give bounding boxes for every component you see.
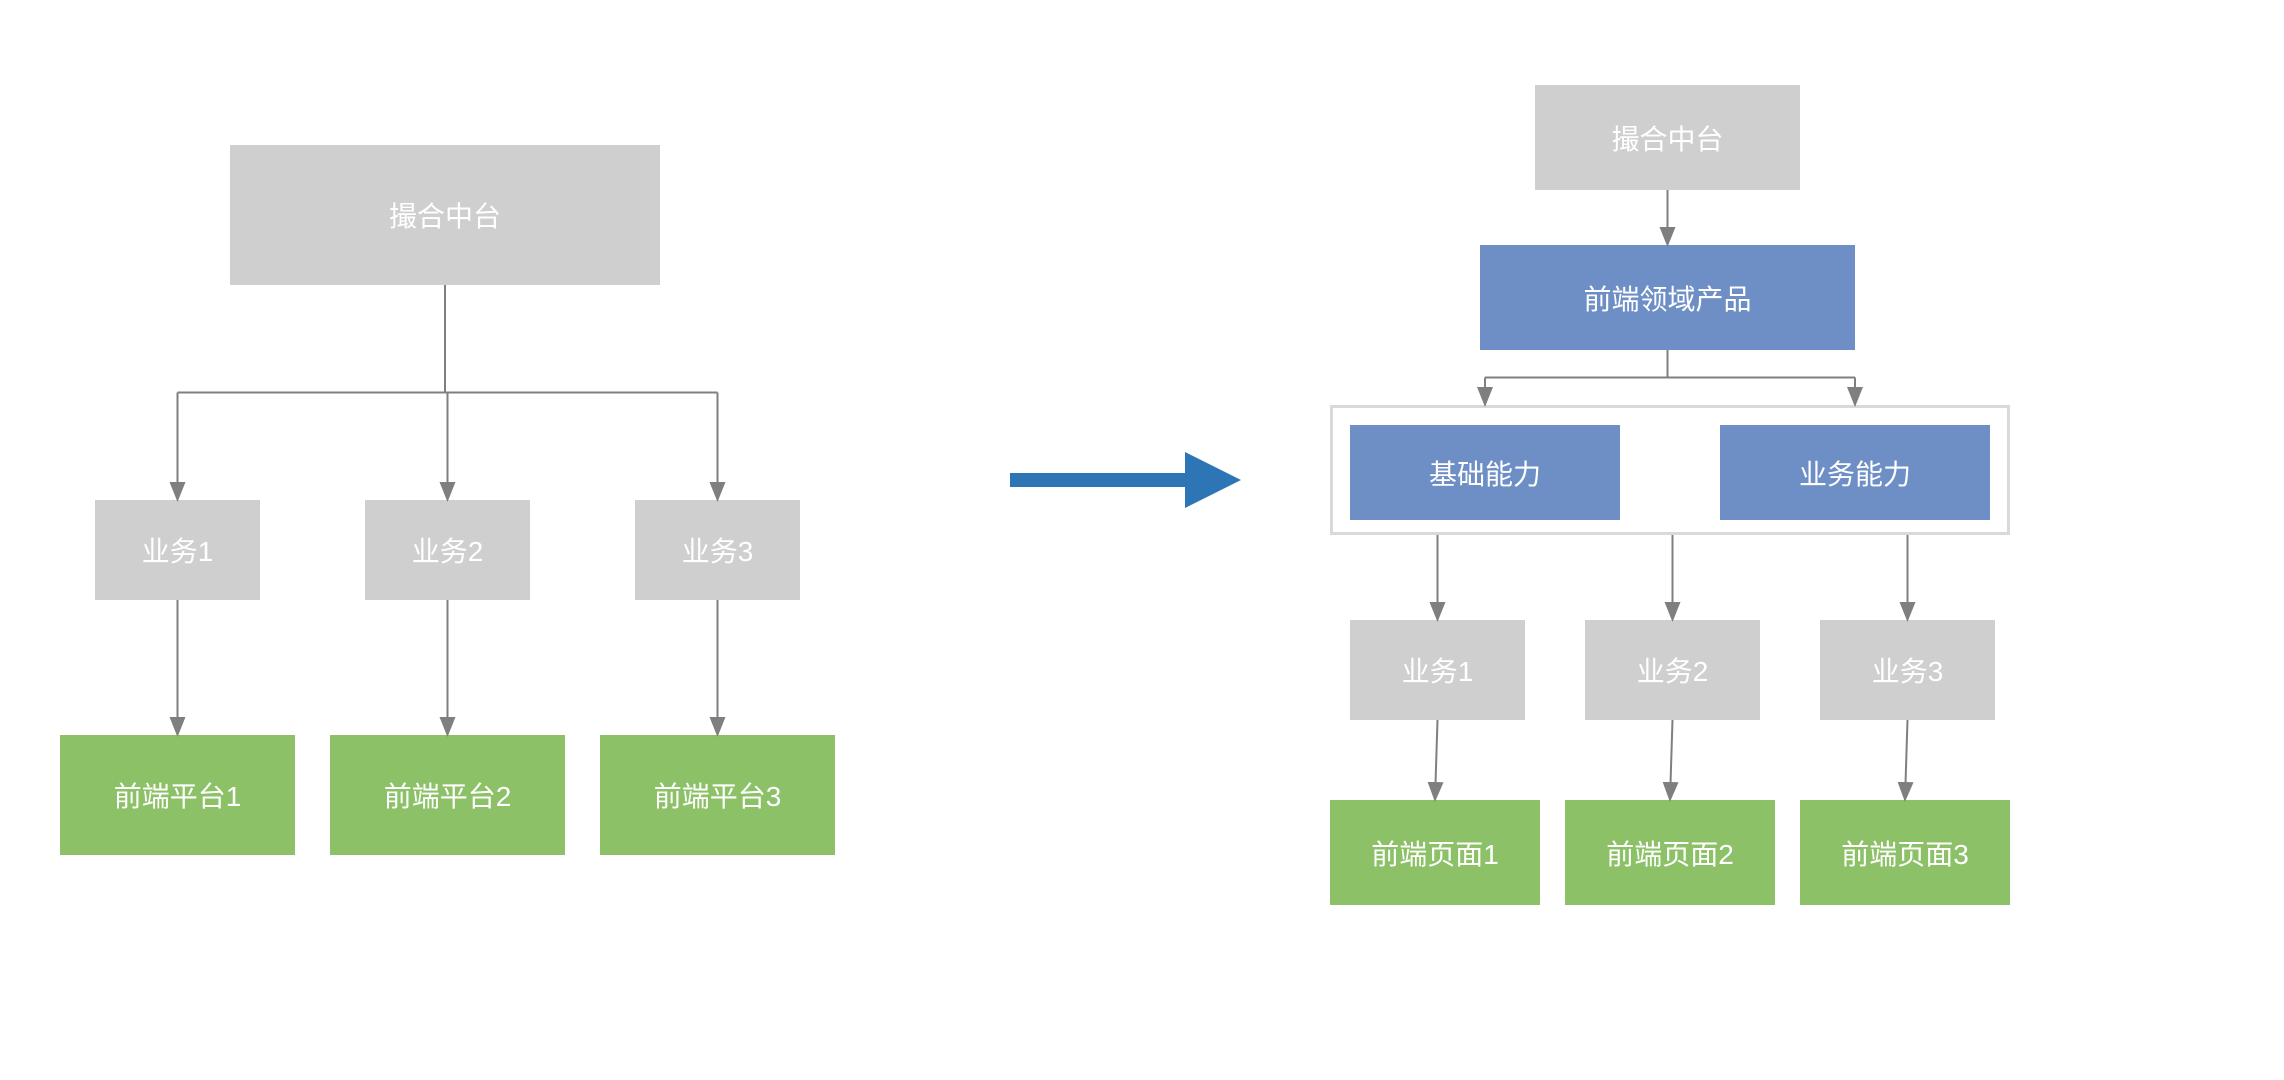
connector-lines — [178, 190, 1908, 800]
diagram-container: 撮合中台 业务1 业务2 业务3 前端平台1 前端平台2 前端平台3 撮合中台 … — [0, 0, 2284, 1080]
connectors-svg — [0, 0, 2284, 1080]
